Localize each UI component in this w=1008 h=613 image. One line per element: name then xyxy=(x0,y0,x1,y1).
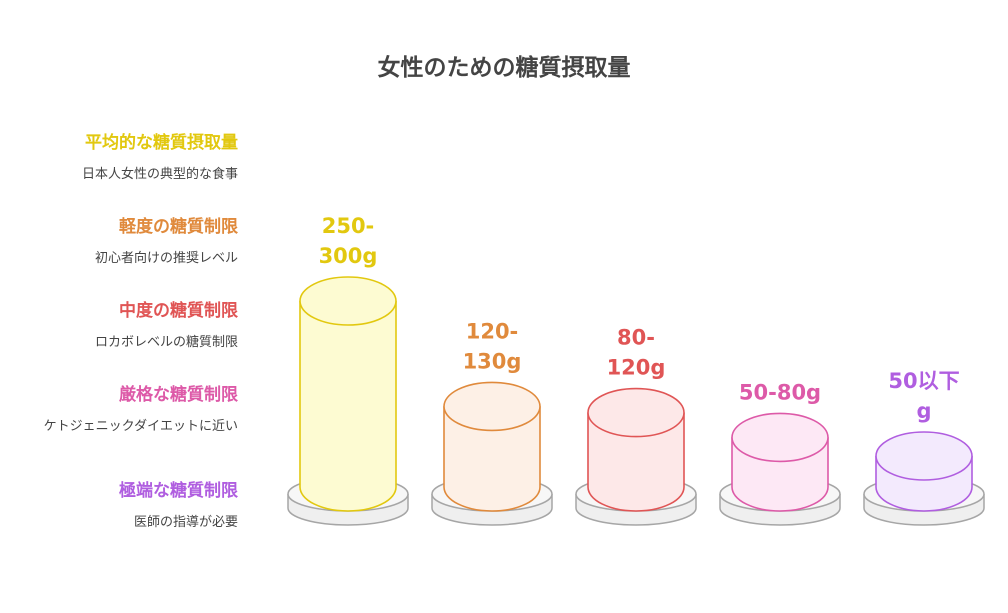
legend-desc-average: 日本人女性の典型的な食事 xyxy=(81,167,238,182)
legend-item-average: 平均的な糖質摂取量 日本人女性の典型的な食事 xyxy=(18,132,238,184)
legend-label-mild: 軽度の糖質制限 xyxy=(119,217,238,237)
bar-top-moderate xyxy=(587,387,685,438)
value-label-mild: 120-130g xyxy=(463,319,522,373)
bar-strict: 50-80g xyxy=(719,380,841,526)
bar-body-moderate xyxy=(587,412,685,512)
value-label-average: 250-300g xyxy=(319,214,378,268)
bar-body-mild xyxy=(443,406,541,512)
bar-average: 250-300g xyxy=(287,214,409,526)
value-label-extreme: 50以下 g xyxy=(888,369,959,423)
bar-moderate: 80-120g xyxy=(575,326,697,526)
legend-label-moderate: 中度の糖質制限 xyxy=(119,301,238,321)
bar-top-extreme xyxy=(875,431,973,481)
legend-item-moderate: 中度の糖質制限 ロカボレベルの糖質制限 xyxy=(18,300,238,352)
legend-label-extreme: 極端な糖質制限 xyxy=(119,481,238,501)
bar-extreme: 50以下 g xyxy=(863,369,985,526)
legend-label-strict: 厳格な糖質制限 xyxy=(119,385,238,405)
bar-mild: 120-130g xyxy=(431,319,553,526)
legend-desc-mild: 初心者向けの推奨レベル xyxy=(94,251,238,266)
legend-label-average: 平均的な糖質摂取量 xyxy=(85,133,238,153)
legend-item-strict: 厳格な糖質制限 ケトジェニックダイエットに近い xyxy=(18,384,238,436)
bar-top-strict xyxy=(731,412,829,463)
bar-top-average xyxy=(299,276,397,326)
value-label-strict: 50-80g xyxy=(739,380,821,404)
chart-title: 女性のための糖質摂取量 xyxy=(377,55,631,81)
value-label-moderate: 80-120g xyxy=(607,326,666,380)
bar-body-average xyxy=(299,301,397,512)
legend-item-mild: 軽度の糖質制限 初心者向けの推奨レベル xyxy=(18,216,238,268)
legend-item-extreme: 極端な糖質制限 医師の指導が必要 xyxy=(18,480,238,532)
legend-desc-moderate: ロカボレベルの糖質制限 xyxy=(94,335,238,350)
legend-desc-strict: ケトジェニックダイエットに近い xyxy=(43,419,238,434)
bar-top-mild xyxy=(443,381,541,432)
legend-desc-extreme: 医師の指導が必要 xyxy=(133,515,238,530)
